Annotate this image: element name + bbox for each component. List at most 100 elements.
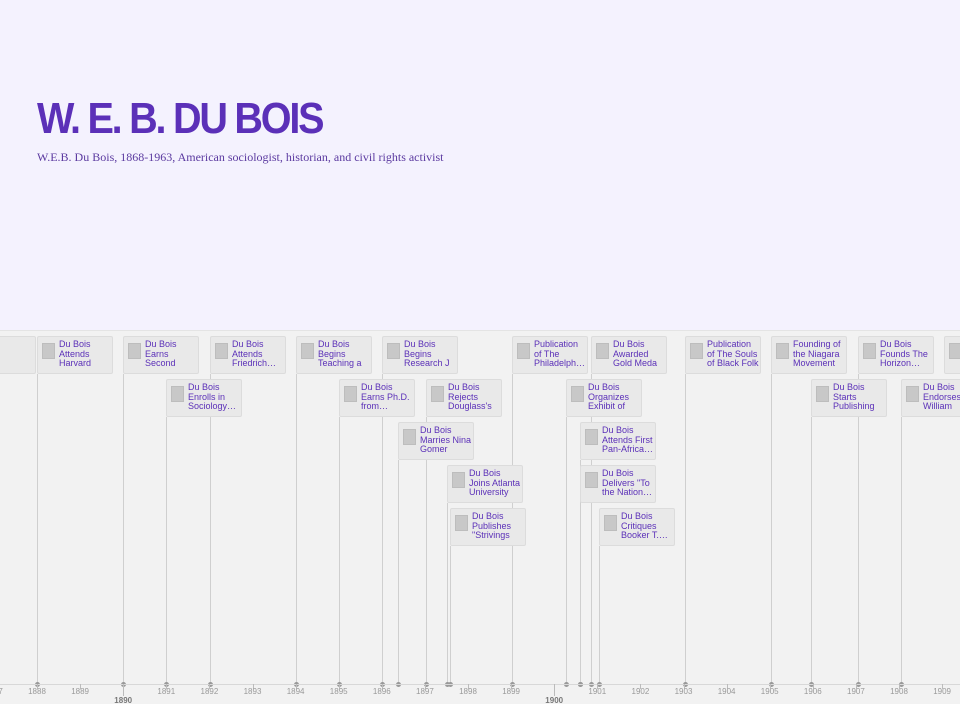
tick-label: 1902 (631, 687, 650, 696)
tick-label: 1894 (286, 687, 305, 696)
event-stem (858, 374, 859, 684)
event-title-line: Du Bois (420, 425, 452, 435)
event-card[interactable]: Du Bois Rejects Douglass's (426, 379, 502, 417)
tick-mark (80, 684, 82, 689)
event-title-line: Du Bois (880, 339, 912, 349)
tick-mark (769, 684, 771, 689)
event-title-line: Du Bois (318, 339, 350, 349)
event-title: Du Bois Begins Teaching a (318, 339, 362, 369)
event-stem (685, 374, 686, 684)
event-card[interactable]: Du Bois Publishes "Strivings (450, 508, 526, 546)
thumbnail (344, 386, 357, 402)
event-title-line: Publishing (833, 401, 875, 411)
event-card[interactable]: Du Bois Earns Second (123, 336, 199, 374)
event-stem (450, 546, 451, 684)
major-tick-label: 1900 (545, 696, 564, 704)
event-card[interactable]: Du Bois Founds The Horizon… (858, 336, 934, 374)
thumbnail (949, 343, 960, 359)
event-title-line: Pan-Africa… (602, 444, 654, 454)
event-card[interactable]: Du Bois Begins Research J (382, 336, 458, 374)
event-title: Du Bois Rejects Douglass's (448, 382, 492, 412)
tick-mark (899, 684, 900, 689)
event-card[interactable]: Du Bois Earns Ph.D. from… (339, 379, 415, 417)
tick-label: 1908 (890, 687, 908, 696)
event-card[interactable]: Du Bois Joins Atlanta University (447, 465, 523, 503)
event-title-line: Friedrich… (232, 358, 277, 368)
event-title-line: Du Bois (602, 468, 634, 478)
event-title-line: Attends First (602, 434, 653, 445)
event-title-line: Publication (707, 339, 752, 349)
event-card[interactable]: Du Bois Enrolls in Sociology… (166, 379, 242, 417)
event-title-line: Teaching a (318, 358, 362, 368)
event-title: Du Bois Delivers "To the Nation… (602, 468, 652, 498)
event-card[interactable]: Du Bois Awarded Gold Meda (591, 336, 667, 374)
event-stem (398, 460, 399, 684)
event-title: Du Bois Critiques Booker T.… (621, 511, 668, 541)
event-title: Du Bois Enrolls in Sociology… (188, 382, 237, 412)
thumbnail (604, 515, 617, 531)
event-card[interactable]: Du Bois Attends Friedrich… (210, 336, 286, 374)
event-title: Du Bois Joins Atlanta University (469, 468, 521, 498)
event-card[interactable]: Du Bois Organizes Exhibit of (566, 379, 642, 417)
tick-mark (166, 684, 168, 689)
event-title-line: Gomer (420, 444, 448, 454)
event-title: Du Bois Earns Ph.D. from… (361, 382, 410, 412)
event-title-line: of The (534, 348, 560, 359)
tick-mark (252, 684, 254, 689)
event-card[interactable]: ssand (0, 336, 36, 374)
tick-mark (424, 684, 426, 689)
thumbnail (690, 343, 703, 359)
event-title: Du Bois Awarded Gold Meda (613, 339, 657, 369)
event-title-line: "Strivings (472, 530, 510, 540)
event-card[interactable]: Du Bois Critiques Booker T.… (599, 508, 675, 546)
event-card[interactable]: Du Bois Marries Nina Gomer (398, 422, 474, 460)
tick-mark (37, 684, 38, 689)
event-card[interactable]: Du Bois Begins Teaching a (296, 336, 372, 374)
event-stem (811, 417, 812, 684)
thumbnail (585, 429, 598, 445)
event-title: Du Bois Begins Research J (404, 339, 450, 369)
event-card[interactable]: Du Bois Delivers "To the Nation… (580, 465, 656, 503)
event-title-line: Second (145, 358, 176, 368)
thumbnail (517, 343, 530, 359)
event-title-line: Joins Atlanta (469, 477, 521, 488)
event-card[interactable]: Founding of the Niagara Movement (771, 336, 847, 374)
event-title-line: Sociology… (188, 401, 237, 411)
event-title: Du Bois Founds The Horizon… (880, 339, 928, 369)
tick-mark (209, 684, 211, 689)
event-title-line: Movement (793, 358, 836, 368)
event-title-line: Publishes (472, 520, 512, 531)
event-card[interactable]: Du Bois Starts Publishing (811, 379, 887, 417)
thumbnail (171, 386, 184, 402)
tick-label: 1893 (243, 687, 262, 696)
event-stem (210, 374, 211, 684)
event-card[interactable]: Du Bois Attends Harvard (37, 336, 113, 374)
event-card[interactable]: Du Bois Attends First Pan-Africa… (580, 422, 656, 460)
event-title-line: Awarded (613, 348, 649, 359)
event-card[interactable] (944, 336, 960, 374)
thumbnail (816, 386, 829, 402)
event-stem (901, 417, 902, 684)
event-title-line: University (469, 487, 509, 497)
tick-label: 1897 (415, 687, 434, 696)
tick-label: 1904 (717, 687, 736, 696)
thumbnail (906, 386, 919, 402)
event-title: Du Bois Attends First Pan-Africa… (602, 425, 654, 455)
tick-label: 1887 (0, 687, 3, 696)
event-card[interactable]: Publication of The Philadelph… (512, 336, 588, 374)
tick-mark (295, 684, 297, 689)
event-card[interactable]: Du Bois Endorses William (901, 379, 960, 417)
event-stem (771, 374, 772, 684)
thumbnail (571, 386, 584, 402)
thumbnail (585, 472, 598, 488)
event-card[interactable]: Publication of The Souls of Black Folk (685, 336, 761, 374)
thumbnail (42, 343, 55, 359)
thumbnail (431, 386, 444, 402)
event-stem (166, 417, 167, 684)
event-title-line: Douglass's (448, 401, 492, 411)
thumbnail (596, 343, 609, 359)
event-title: Du Bois Attends Harvard (59, 339, 91, 369)
event-title-line: Du Bois (923, 382, 955, 392)
tick-label: 1907 (846, 687, 865, 696)
